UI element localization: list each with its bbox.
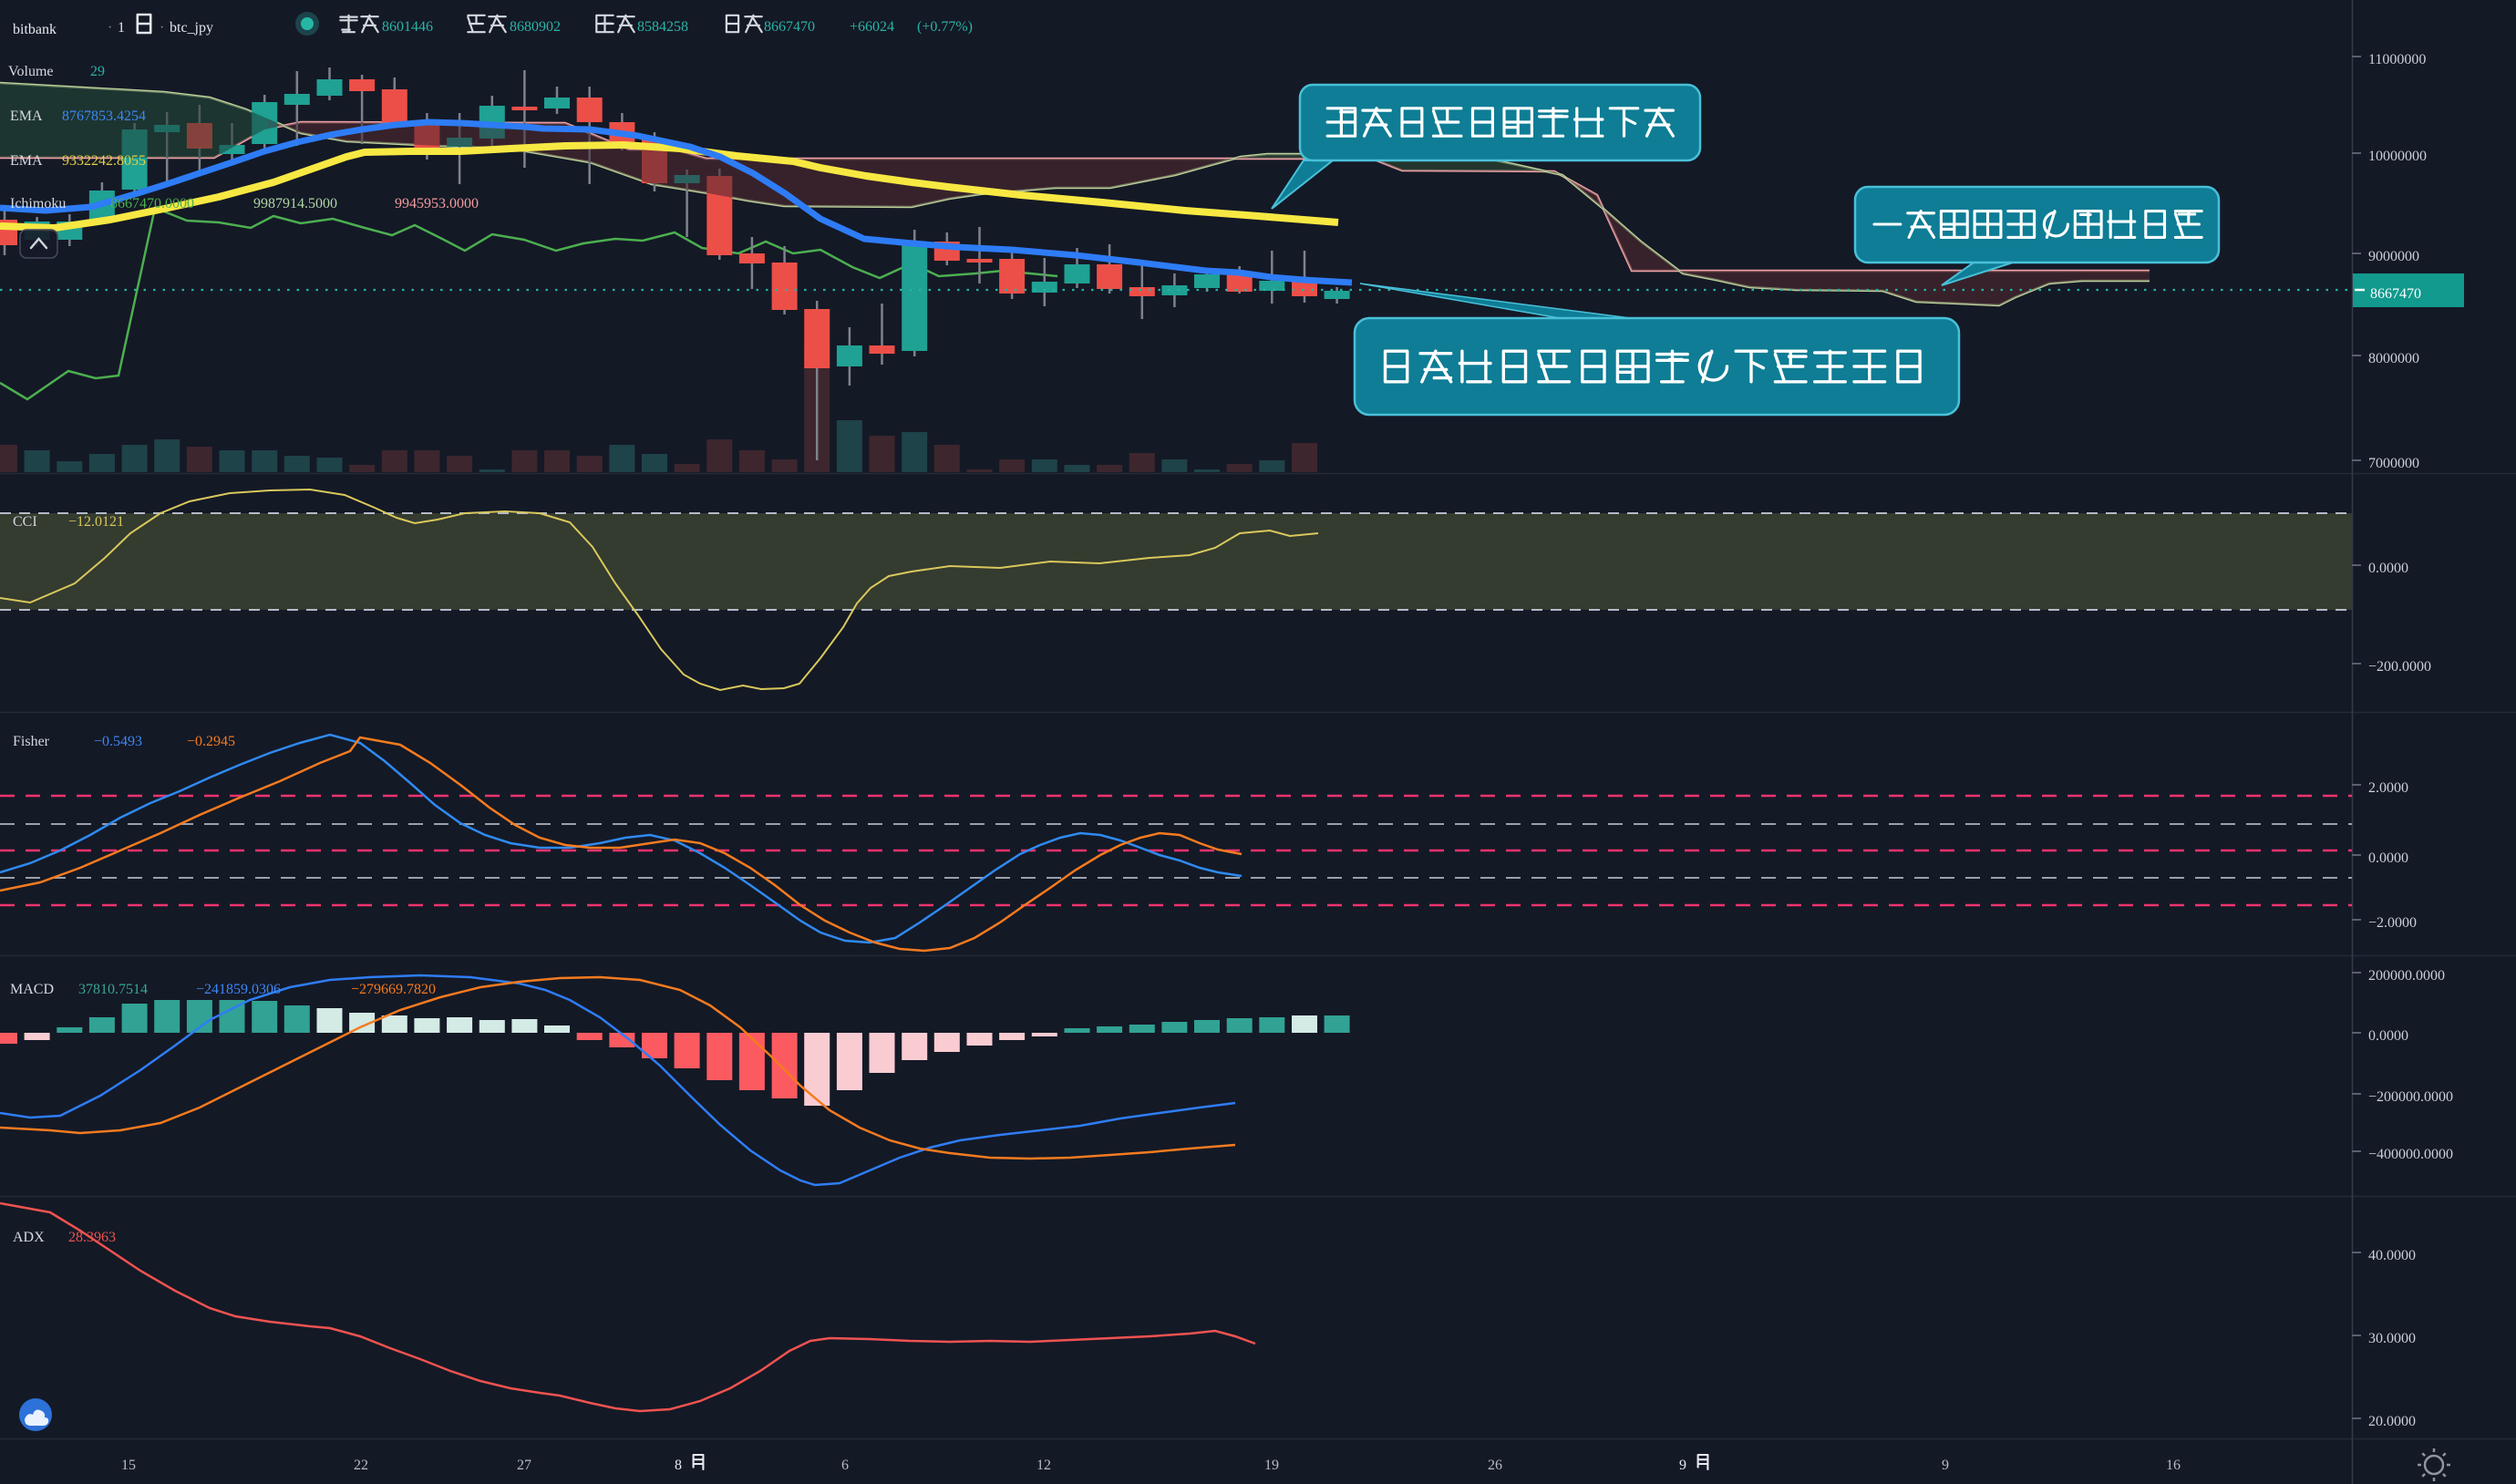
svg-text:Ichimoku: Ichimoku (10, 196, 66, 211)
svg-text:2.0000: 2.0000 (2368, 780, 2408, 796)
svg-text:0.0000: 0.0000 (2368, 561, 2408, 576)
svg-text:30.0000: 30.0000 (2368, 1331, 2416, 1346)
svg-text:EMA: EMA (10, 153, 43, 169)
svg-text:−0.2945: −0.2945 (187, 734, 235, 749)
svg-text:bitbank: bitbank (13, 22, 57, 37)
svg-text:12: 12 (1036, 1458, 1051, 1473)
svg-text:−279669.7820: −279669.7820 (351, 982, 436, 997)
svg-text:8667470.0000: 8667470.0000 (110, 196, 194, 211)
svg-text:(+0.77%): (+0.77%) (917, 19, 973, 35)
svg-text:9987914.5000: 9987914.5000 (253, 196, 337, 211)
svg-text:−400000.0000: −400000.0000 (2368, 1147, 2453, 1162)
svg-text:28.3963: 28.3963 (68, 1230, 116, 1245)
svg-text:MACD: MACD (10, 982, 54, 997)
svg-text:0.0000: 0.0000 (2368, 1028, 2408, 1044)
svg-text:11000000: 11000000 (2368, 52, 2426, 67)
svg-text:19: 19 (1264, 1458, 1279, 1473)
svg-text:200000.0000: 200000.0000 (2368, 968, 2445, 984)
svg-text:·: · (160, 20, 164, 36)
svg-text:15: 15 (121, 1458, 136, 1473)
svg-text:16: 16 (2166, 1458, 2181, 1473)
svg-text:10000000: 10000000 (2368, 149, 2427, 164)
svg-text:−2.0000: −2.0000 (2368, 915, 2417, 931)
svg-text:−0.5493: −0.5493 (94, 734, 142, 749)
svg-text:26: 26 (1488, 1458, 1502, 1473)
svg-text:+66024: +66024 (850, 19, 894, 35)
svg-text:EMA: EMA (10, 108, 43, 124)
svg-text:1: 1 (118, 20, 125, 36)
svg-text:8680902: 8680902 (510, 19, 561, 35)
svg-text:6: 6 (841, 1458, 849, 1473)
svg-text:37810.7514: 37810.7514 (78, 982, 148, 997)
svg-text:22: 22 (354, 1458, 368, 1473)
svg-text:Fisher: Fisher (13, 734, 50, 749)
svg-text:8767853.4254: 8767853.4254 (62, 108, 146, 124)
svg-text:8667470: 8667470 (2370, 286, 2421, 302)
svg-text:·: · (108, 20, 112, 36)
svg-text:−200.0000: −200.0000 (2368, 659, 2431, 675)
svg-text:20.0000: 20.0000 (2368, 1414, 2416, 1429)
svg-text:27: 27 (517, 1458, 531, 1473)
svg-text:9: 9 (1942, 1458, 1949, 1473)
svg-text:btc_jpy: btc_jpy (170, 20, 213, 36)
svg-text:Volume: Volume (8, 64, 53, 79)
svg-text:29: 29 (90, 64, 105, 79)
svg-text:8: 8 (675, 1458, 682, 1473)
svg-text:8584258: 8584258 (637, 19, 688, 35)
svg-text:−241859.0306: −241859.0306 (196, 982, 281, 997)
svg-text:7000000: 7000000 (2368, 456, 2419, 471)
svg-text:9000000: 9000000 (2368, 249, 2419, 264)
svg-text:ADX: ADX (13, 1230, 45, 1245)
svg-text:8667470: 8667470 (764, 19, 815, 35)
svg-text:0.0000: 0.0000 (2368, 850, 2408, 866)
svg-text:9: 9 (1679, 1458, 1686, 1473)
svg-text:8000000: 8000000 (2368, 351, 2419, 366)
svg-text:9332242.8055: 9332242.8055 (62, 153, 146, 169)
svg-text:−12.0121: −12.0121 (68, 514, 124, 530)
svg-text:9945953.0000: 9945953.0000 (395, 196, 479, 211)
svg-text:−200000.0000: −200000.0000 (2368, 1089, 2453, 1105)
svg-text:CCI: CCI (13, 514, 37, 530)
svg-text:40.0000: 40.0000 (2368, 1248, 2416, 1263)
svg-text:8601446: 8601446 (382, 19, 433, 35)
